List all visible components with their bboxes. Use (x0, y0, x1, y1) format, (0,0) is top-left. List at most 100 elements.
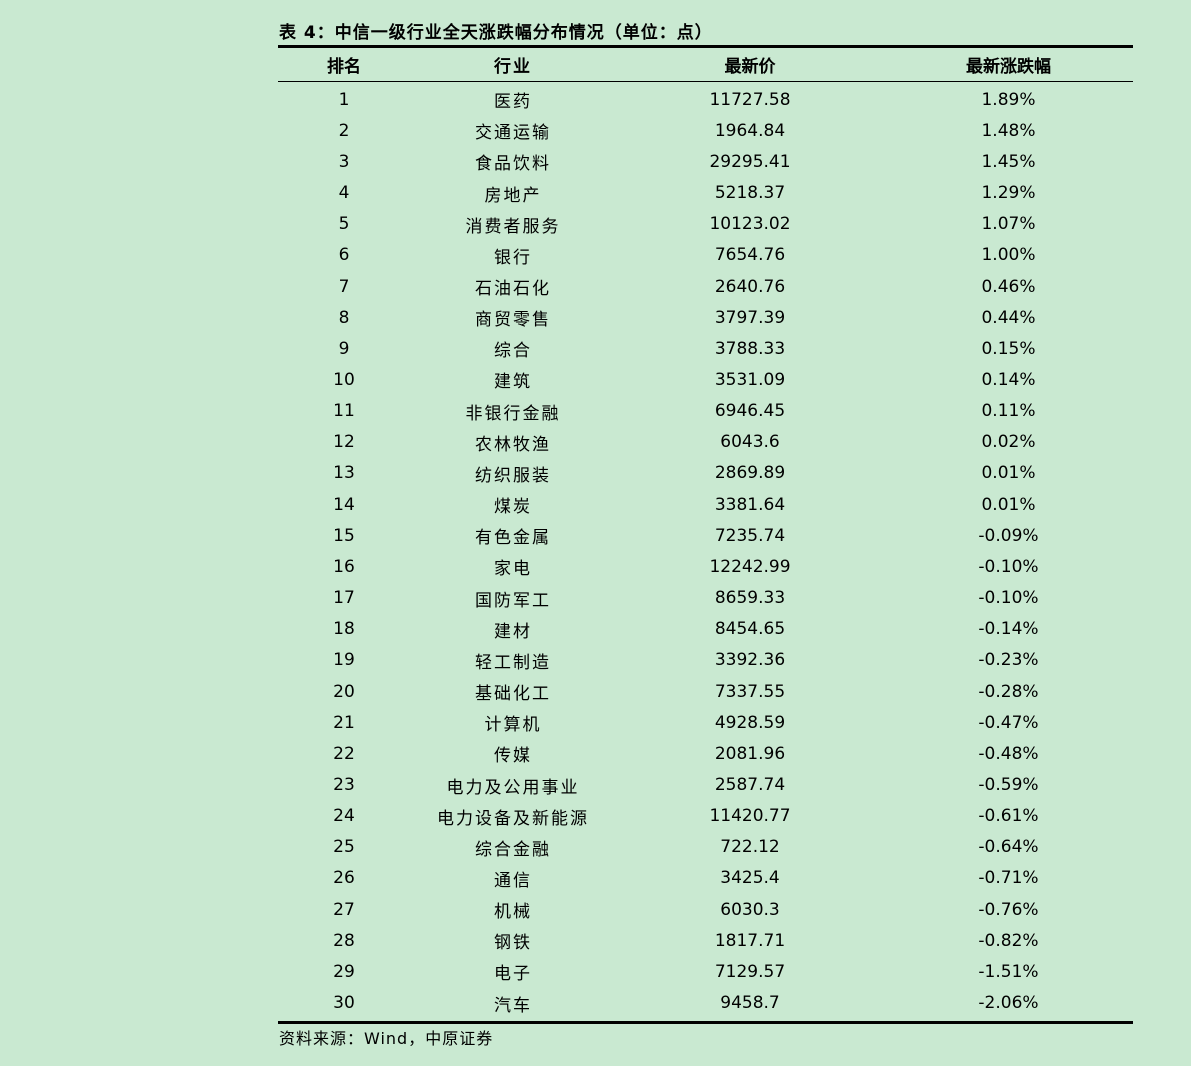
rank-cell: 19 (333, 650, 355, 671)
price-cell: 7235.74 (714, 525, 786, 546)
rank-cell: 14 (333, 494, 355, 515)
change-cell: 1.29% (981, 183, 1036, 204)
rank-cell: 26 (333, 868, 355, 889)
price-cell: 3797.39 (714, 307, 786, 328)
rank-cell: 12 (333, 432, 355, 453)
price-cell: 8454.65 (714, 619, 786, 640)
table-row: 3 食品饮料 29295.41 1.45% (278, 146, 1133, 177)
price-cell: 3788.33 (714, 338, 786, 359)
rank-cell: 3 (338, 151, 350, 172)
industry-cell: 银行 (494, 247, 532, 268)
change-cell: 1.07% (981, 214, 1036, 235)
rank-cell: 24 (333, 806, 355, 827)
table-row: 23 电力及公用事业 2587.74 -0.59% (278, 769, 1133, 800)
rank-cell: 9 (338, 338, 350, 359)
header-industry: 行业 (494, 57, 532, 77)
rank-cell: 11 (333, 401, 355, 422)
change-cell: -0.64% (978, 837, 1039, 858)
industry-cell: 钢铁 (494, 933, 532, 954)
industry-cell: 综合 (494, 341, 532, 362)
table-row: 29 电子 7129.57 -1.51% (278, 956, 1133, 987)
change-cell: -0.76% (978, 899, 1039, 920)
rank-cell: 10 (333, 369, 355, 390)
change-cell: -0.61% (978, 806, 1039, 827)
change-cell: -0.14% (978, 619, 1039, 640)
change-cell: -0.23% (978, 650, 1039, 671)
table-row: 17 国防军工 8659.33 -0.10% (278, 583, 1133, 614)
change-cell: -1.51% (978, 961, 1039, 982)
rank-cell: 21 (333, 712, 355, 733)
price-cell: 2587.74 (714, 775, 786, 796)
price-cell: 2081.96 (714, 743, 786, 764)
industry-cell: 非银行金融 (465, 403, 561, 424)
industry-cell: 食品饮料 (475, 154, 551, 175)
change-cell: -0.10% (978, 588, 1039, 609)
price-cell: 11420.77 (709, 806, 791, 827)
rank-cell: 27 (333, 899, 355, 920)
rank-cell: 5 (338, 214, 350, 235)
price-cell: 3381.64 (714, 494, 786, 515)
industry-cell: 煤炭 (494, 497, 532, 518)
rank-cell: 18 (333, 619, 355, 640)
price-cell: 3425.4 (720, 868, 780, 889)
rank-cell: 28 (333, 930, 355, 951)
table-row: 24 电力设备及新能源 11420.77 -0.61% (278, 801, 1133, 832)
table-row: 30 汽车 9458.7 -2.06% (278, 988, 1133, 1019)
price-cell: 3392.36 (714, 650, 786, 671)
rank-cell: 23 (333, 775, 355, 796)
price-cell: 8659.33 (714, 588, 786, 609)
table-row: 7 石油石化 2640.76 0.46% (278, 271, 1133, 302)
change-cell: -0.47% (978, 712, 1039, 733)
change-cell: 0.15% (981, 338, 1036, 359)
change-cell: -0.10% (978, 556, 1039, 577)
rank-cell: 4 (338, 183, 350, 204)
price-cell: 12242.99 (709, 556, 791, 577)
industry-cell: 汽车 (494, 995, 532, 1016)
price-cell: 1964.84 (714, 120, 786, 141)
table-row: 26 通信 3425.4 -0.71% (278, 863, 1133, 894)
table-row: 11 非银行金融 6946.45 0.11% (278, 396, 1133, 427)
price-cell: 2869.89 (714, 463, 786, 484)
price-cell: 6946.45 (714, 401, 786, 422)
industry-cell: 电力及公用事业 (446, 777, 580, 798)
price-cell: 29295.41 (709, 151, 791, 172)
table-row: 20 基础化工 7337.55 -0.28% (278, 676, 1133, 707)
table-row: 13 纺织服装 2869.89 0.01% (278, 458, 1133, 489)
price-cell: 9458.7 (720, 993, 780, 1014)
table-row: 10 建筑 3531.09 0.14% (278, 364, 1133, 395)
industry-cell: 石油石化 (475, 279, 551, 300)
header-price: 最新价 (724, 57, 776, 77)
industry-cell: 计算机 (484, 715, 542, 736)
industry-cell: 电力设备及新能源 (437, 808, 589, 829)
industry-cell: 机械 (494, 902, 532, 923)
industry-cell: 医药 (494, 92, 532, 113)
price-cell: 3531.09 (714, 369, 786, 390)
industry-cell: 电子 (494, 964, 532, 985)
change-cell: -0.71% (978, 868, 1039, 889)
change-cell: 0.01% (981, 463, 1036, 484)
table-row: 5 消费者服务 10123.02 1.07% (278, 209, 1133, 240)
table-row: 6 银行 7654.76 1.00% (278, 240, 1133, 271)
table-row: 15 有色金属 7235.74 -0.09% (278, 520, 1133, 551)
change-cell: 1.45% (981, 151, 1036, 172)
industry-cell: 国防军工 (475, 590, 551, 611)
table-row: 2 交通运输 1964.84 1.48% (278, 115, 1133, 146)
industry-cell: 家电 (494, 559, 532, 580)
change-cell: -2.06% (978, 993, 1039, 1014)
rank-cell: 8 (338, 307, 350, 328)
rank-cell: 29 (333, 961, 355, 982)
industry-cell: 纺织服装 (475, 465, 551, 486)
change-cell: 0.14% (981, 369, 1036, 390)
table-row: 22 传媒 2081.96 -0.48% (278, 738, 1133, 769)
price-cell: 6030.3 (720, 899, 780, 920)
change-cell: -0.28% (978, 681, 1039, 702)
rank-cell: 15 (333, 525, 355, 546)
table-row: 16 家电 12242.99 -0.10% (278, 551, 1133, 582)
price-cell: 2640.76 (714, 276, 786, 297)
industry-cell: 农林牧渔 (475, 434, 551, 455)
change-cell: 0.44% (981, 307, 1036, 328)
table-row: 25 综合金融 722.12 -0.64% (278, 832, 1133, 863)
industry-cell: 消费者服务 (465, 216, 561, 237)
industry-cell: 基础化工 (475, 684, 551, 705)
table-body: 1 医药 11727.58 1.89% 2 交通运输 1964.84 1.48% 3 食品饮料 29… (278, 82, 1133, 1021)
